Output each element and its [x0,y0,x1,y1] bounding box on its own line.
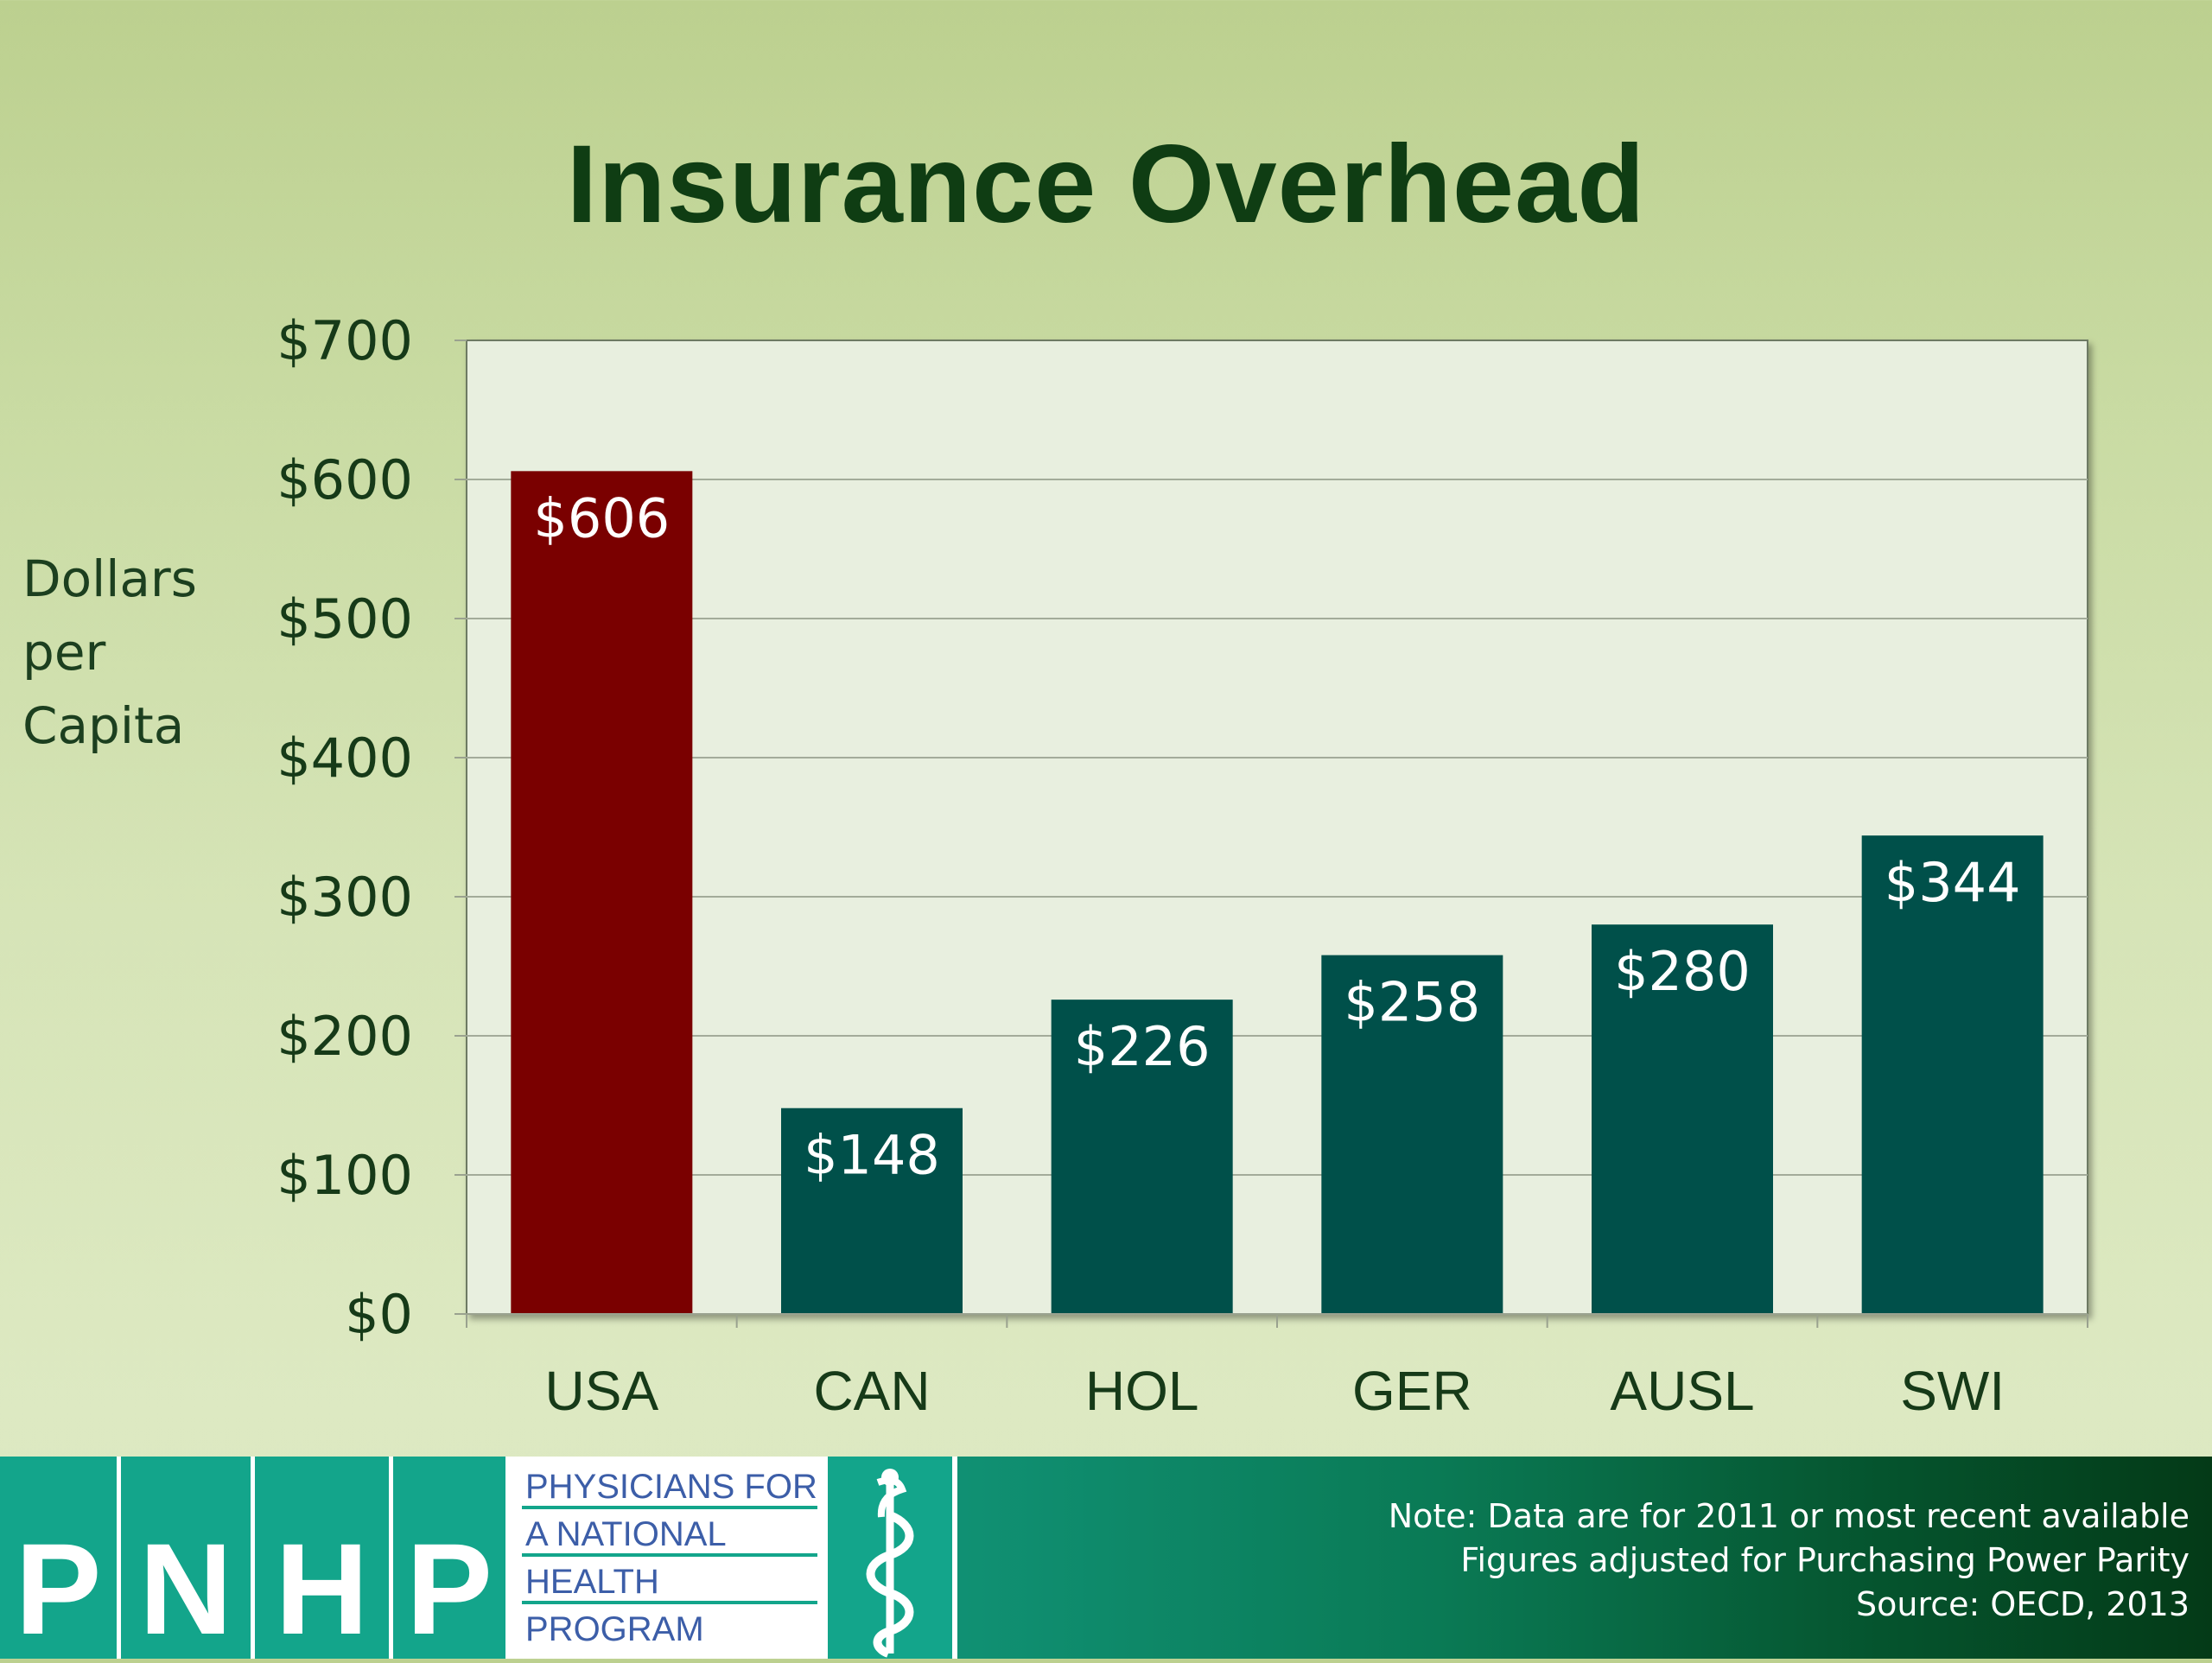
logo-tile: H [255,1457,393,1659]
logo-tile: P [0,1457,121,1659]
y-axis-label-line: Capita [22,696,185,755]
y-tick-label: $200 [276,1005,413,1068]
bar-swi [1861,835,2044,1314]
data-label: $148 [804,1124,940,1187]
y-tick-labels: $0 $100 $200 $300 $400 $500 $600 $700 [276,309,413,1346]
bar-hol [1051,1000,1233,1314]
data-labels: $606 $148 $226 $258 $280 $344 [533,486,2020,1186]
bar-usa [511,471,693,1314]
bar-chart: $0 $100 $200 $300 $400 $500 $600 $700 USA CAN HOL… [276,309,2088,1422]
org-name-line: PHYSICIANS FOR [522,1465,817,1509]
y-tick-label: $500 [276,587,413,651]
bar-ger [1321,955,1503,1314]
data-label: $280 [1614,940,1751,1003]
bar-ausl [1592,924,1773,1314]
plot-area [466,340,2088,1315]
org-name: PHYSICIANS FOR A NATIONAL HEALTH PROGRAM [510,1457,828,1659]
x-tick-label: SWI [1900,1360,2005,1422]
x-tick-label: GER [1352,1360,1472,1422]
logo-tile: P [393,1457,510,1659]
y-axis-label-line: per [22,623,106,682]
x-tick-labels: USA CAN HOL GER AUSL SWI [545,1360,2005,1422]
x-tick-label: USA [545,1360,659,1422]
chart-title: Insurance Overhead [566,123,1646,246]
logo-letter: P [405,1516,493,1661]
y-tick-label: $100 [276,1144,413,1207]
data-label: $344 [1885,851,2021,914]
footer-banner: P N H P PHYSICIANS FOR A NATIONAL HEALTH… [0,1457,2212,1659]
y-tick-label: $300 [276,866,413,929]
org-name-line: HEALTH [522,1560,817,1604]
logo-letter: H [275,1516,369,1661]
axes [466,1313,2088,1328]
x-tick-label: CAN [813,1360,930,1422]
bars [511,471,2044,1314]
note-line: Note: Data are for 2011 or most recent a… [1388,1497,2190,1535]
y-tick-label: $700 [276,309,413,372]
logo-letter: P [15,1516,102,1661]
pnhp-logo: P N H P PHYSICIANS FOR A NATIONAL HEALTH… [0,1457,957,1659]
note-line: Source: OECD, 2013 [1856,1585,2190,1623]
source-notes: Note: Data are for 2011 or most recent a… [1389,1495,2190,1627]
logo-tile: N [121,1457,255,1659]
note-line: Figures adjusted for Purchasing Power Pa… [1460,1541,2190,1579]
bar-can [781,1108,963,1314]
y-tick-label: $600 [276,448,413,511]
caduceus-icon [828,1457,957,1659]
y-axis-label: Dollars per Capita [22,543,247,763]
data-label: $258 [1344,971,1480,1034]
data-label: $226 [1074,1015,1211,1078]
y-tick-label: $400 [276,727,413,790]
data-label: $606 [533,486,670,549]
x-tick-label: AUSL [1610,1360,1754,1422]
logo-letter: N [138,1516,233,1661]
gridlines [454,340,2088,1315]
y-tick-label: $0 [345,1283,413,1346]
org-name-line: PROGRAM [525,1610,704,1648]
x-tick-label: HOL [1085,1360,1199,1422]
org-name-line: A NATIONAL [522,1513,817,1557]
y-axis-label-line: Dollars [22,549,197,608]
